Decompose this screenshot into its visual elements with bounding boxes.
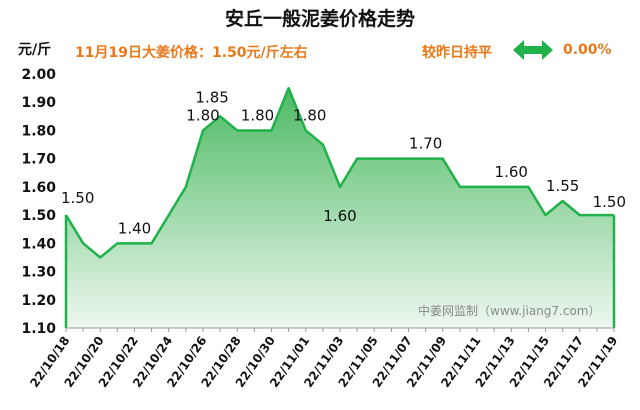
y-tick-label: 1.80: [21, 123, 56, 139]
data-label: 1.60: [495, 163, 528, 181]
y-tick-label: 1.20: [21, 293, 56, 309]
data-label: 1.80: [293, 106, 326, 124]
y-tick-label: 1.10: [21, 321, 56, 337]
data-label: 1.50: [593, 193, 626, 211]
y-axis-ticks: 1.10 1.20 1.30 1.40 1.50 1.60 1.70 1.80 1.90 2.00: [21, 67, 56, 337]
y-axis-unit: 元/斤: [18, 42, 52, 58]
x-axis: 22/10/1822/10/2022/10/2222/10/2422/10/26…: [27, 327, 620, 390]
data-label: 1.80: [241, 106, 274, 124]
data-label: 1.70: [409, 135, 442, 153]
y-tick-label: 1.40: [21, 236, 56, 252]
compare-label: 较昨日持平: [422, 45, 492, 61]
y-tick-label: 2.00: [21, 67, 56, 83]
y-tick-label: 1.90: [21, 95, 56, 111]
data-labels: 1.501.401.801.851.80 1.801.601.701.601.55…: [61, 88, 626, 237]
data-label: 1.80: [186, 106, 219, 124]
area-layer: [64, 86, 616, 328]
y-tick-label: 1.30: [21, 265, 56, 281]
watermark: 中姜网监制（www.jiang7.com）: [418, 304, 601, 318]
data-label: 1.85: [195, 88, 228, 106]
price-subtitle: 11月19日大姜价格：1.50元/斤左右: [75, 45, 308, 61]
y-tick-label: 1.60: [21, 180, 56, 196]
data-label: 1.55: [546, 177, 579, 195]
double-arrow-icon: [513, 40, 553, 60]
y-tick-label: 1.70: [21, 152, 56, 168]
price-line: [64, 86, 614, 259]
data-label: 1.50: [61, 189, 94, 207]
y-tick-label: 1.50: [21, 208, 56, 224]
price-area: [66, 88, 614, 328]
data-label: 1.40: [118, 219, 151, 237]
compare-value: 0.00%: [563, 42, 612, 58]
data-label: 1.60: [323, 207, 356, 225]
chart-title: 安丘一般泥姜价格走势: [224, 8, 415, 30]
